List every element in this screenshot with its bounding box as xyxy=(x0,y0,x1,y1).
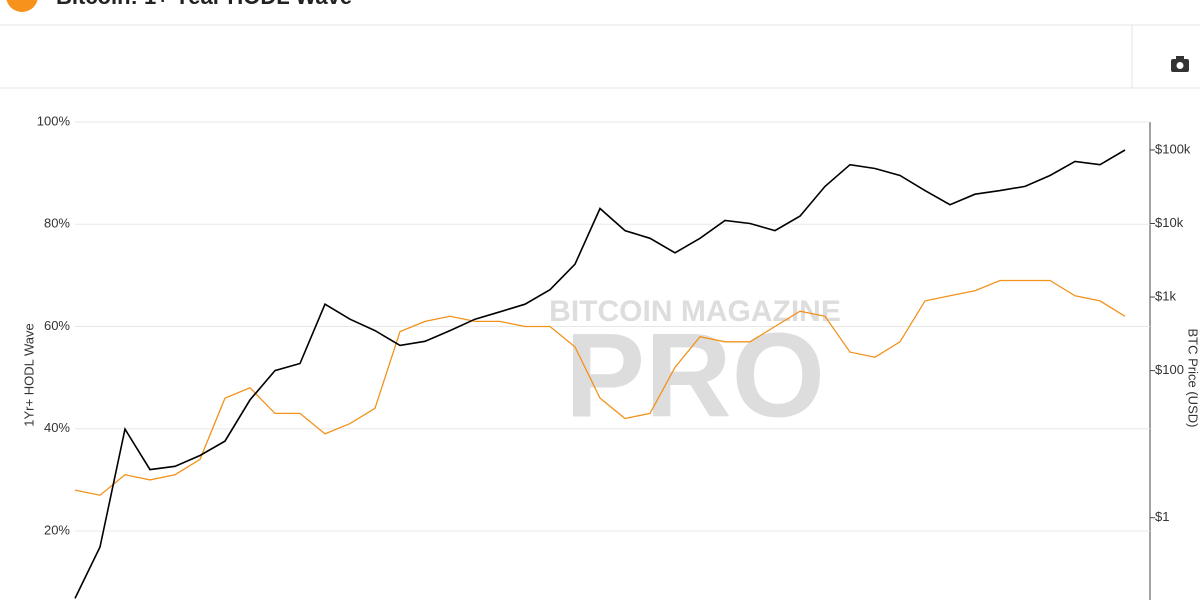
y-tick-label: 80% xyxy=(44,216,70,231)
y-tick-label: 100% xyxy=(37,113,71,128)
page-title: Bitcoin: 1+ Year HODL Wave xyxy=(56,0,352,9)
bitcoin-icon xyxy=(6,0,38,12)
y2-tick-label: $1 xyxy=(1155,509,1169,524)
camera-button[interactable] xyxy=(1171,56,1189,72)
y2-tick-label: $10k xyxy=(1155,215,1184,230)
y-tick-label: 20% xyxy=(44,522,70,537)
series-line xyxy=(74,279,1126,496)
y-axis-title: 1Yr+ HODL Wave xyxy=(21,323,36,426)
y2-axis-title: BTC Price (USD) xyxy=(1186,329,1200,428)
y2-tick-label: $1k xyxy=(1155,288,1176,303)
y2-tick-label: $100k xyxy=(1155,141,1191,156)
watermark: PRO xyxy=(565,309,825,443)
y-tick-label: 40% xyxy=(44,420,70,435)
y-tick-label: 60% xyxy=(44,318,70,333)
watermark: BITCOIN MAGAZINE xyxy=(549,295,841,328)
series-line xyxy=(74,149,1126,599)
y2-tick-label: $100 xyxy=(1155,362,1184,377)
